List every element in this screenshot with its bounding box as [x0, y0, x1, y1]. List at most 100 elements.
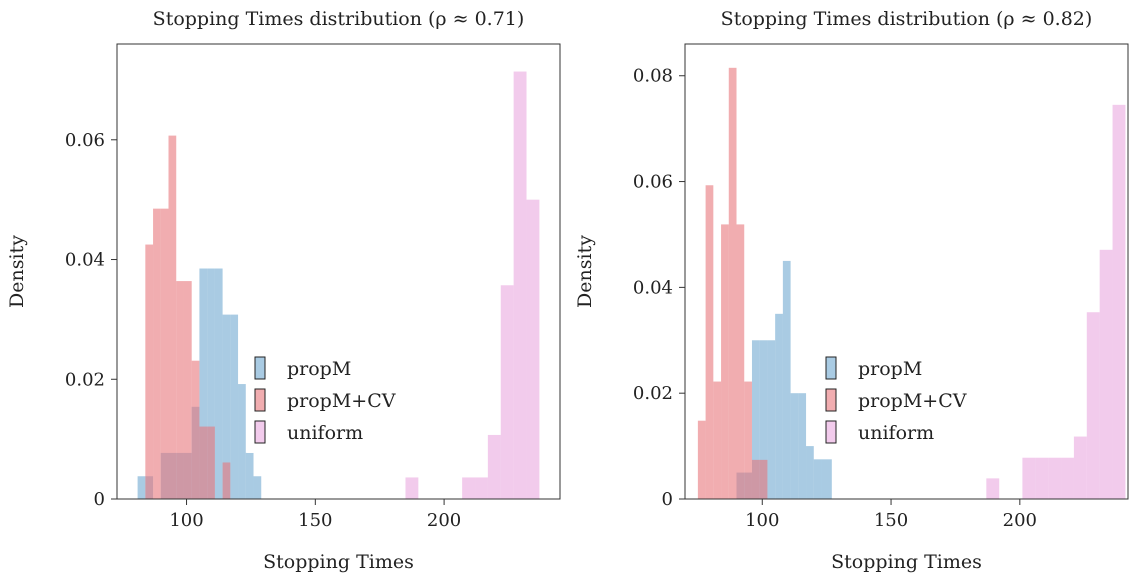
legend-label: propM	[287, 358, 351, 380]
plot-frame	[116, 43, 561, 500]
series-uniform	[986, 104, 1126, 499]
histogram-bar	[199, 426, 208, 499]
x-tick-label: 100	[169, 510, 203, 531]
y-tick-label: 0.02	[65, 369, 105, 390]
histogram-bar	[759, 340, 768, 499]
series-propm-cv	[697, 67, 768, 499]
histogram-bar	[168, 135, 177, 499]
chart-title: Stopping Times distribution (ρ ≈ 0.82)	[721, 8, 1093, 30]
legend-background	[818, 353, 996, 453]
y-tick-label: 0.02	[633, 383, 673, 404]
histogram-bar	[160, 208, 169, 499]
chart-panel-1: Stopping Times distribution (ρ ≈ 0.71) 10…	[6, 8, 561, 573]
histogram-bar	[790, 393, 799, 499]
x-axis-label: Stopping Times	[263, 551, 414, 573]
y-axis-label: Density	[6, 235, 28, 308]
histogram-bar	[207, 426, 215, 499]
histogram-bar	[1048, 457, 1062, 499]
legend-swatch	[825, 420, 837, 444]
histogram-bar	[1112, 104, 1126, 499]
x-tick-label: 150	[298, 510, 332, 531]
legend-swatch	[254, 420, 266, 444]
histogram-bar	[813, 459, 822, 499]
histogram-bar	[526, 199, 540, 499]
histogram-bar	[253, 476, 262, 499]
histogram-bar	[705, 185, 714, 499]
legend: propM propM+CV uniform	[247, 353, 425, 453]
y-tick-label: 0.06	[633, 172, 673, 193]
chart-title: Stopping Times distribution (ρ ≈ 0.71)	[153, 8, 525, 30]
histogram-bar	[487, 434, 501, 499]
histogram-bar	[513, 71, 527, 499]
histogram-bar	[238, 384, 246, 499]
legend-swatch	[825, 388, 837, 412]
histogram-bar	[697, 420, 706, 499]
legend-background	[247, 353, 425, 453]
histogram-bar	[728, 67, 737, 499]
histogram-bar	[736, 224, 745, 499]
histogram-bar	[222, 462, 231, 499]
legend-label: uniform	[287, 422, 363, 444]
y-tick-label: 0	[94, 489, 105, 510]
chart-panel-2: Stopping Times distribution (ρ ≈ 0.82) 10…	[574, 8, 1129, 573]
legend-label: propM+CV	[858, 390, 967, 412]
histogram-bar	[222, 314, 231, 499]
plot-frame	[684, 43, 1129, 500]
histogram-bar	[1022, 457, 1036, 499]
y-axis-label: Density	[574, 235, 596, 308]
histogram-bar	[245, 452, 254, 499]
histogram-bar	[713, 381, 722, 499]
histogram-bar	[1099, 249, 1113, 499]
histogram-bar	[1086, 312, 1100, 499]
histogram-bar	[744, 381, 752, 499]
histogram-bar	[721, 224, 729, 499]
x-tick-label: 200	[1003, 510, 1037, 531]
x-tick-label: 150	[874, 510, 908, 531]
y-tick-label: 0	[662, 489, 673, 510]
histogram-bar	[798, 393, 807, 499]
histogram-bar	[806, 446, 814, 499]
y-tick-label: 0.08	[633, 66, 673, 87]
histogram-bar	[183, 281, 192, 499]
histogram-bar	[759, 459, 768, 499]
legend: propM propM+CV uniform	[818, 353, 996, 453]
histogram-bar	[214, 268, 223, 499]
y-tick-label: 0.04	[633, 277, 673, 298]
histogram-bar	[775, 313, 783, 499]
histogram-bar	[145, 244, 154, 499]
histogram-bar	[475, 477, 488, 499]
histogram-bar	[137, 476, 146, 499]
histogram-bar	[405, 477, 419, 499]
legend-label: propM	[858, 358, 922, 380]
y-tick-label: 0.04	[65, 250, 105, 271]
x-tick-label: 100	[745, 510, 779, 531]
histogram-bar	[207, 268, 215, 499]
legend-swatch	[825, 356, 837, 380]
x-axis-label: Stopping Times	[831, 551, 982, 573]
histogram-bar	[767, 340, 776, 499]
histogram-bar	[500, 285, 514, 499]
legend-swatch	[254, 388, 266, 412]
histogram-bar	[176, 281, 184, 499]
histogram-bar	[1035, 457, 1049, 499]
legend-swatch	[254, 356, 266, 380]
histogram-bar	[1073, 436, 1087, 499]
legend-label: uniform	[858, 422, 934, 444]
histogram-bar	[199, 268, 208, 499]
series-propm-cv	[145, 135, 231, 499]
histogram-bar	[191, 360, 200, 499]
x-tick-label: 200	[427, 510, 461, 531]
histogram-bar	[782, 260, 791, 499]
histogram-bar	[230, 314, 239, 499]
legend-label: propM+CV	[287, 390, 396, 412]
histogram-bar	[986, 478, 1000, 499]
histogram-bar	[751, 459, 760, 499]
series-uniform	[405, 71, 540, 499]
y-tick-label: 0.06	[65, 130, 105, 151]
histogram-bar	[821, 459, 832, 499]
histogram-bar	[462, 477, 476, 499]
histogram-bar	[1061, 457, 1074, 499]
histogram-bar	[153, 208, 161, 499]
